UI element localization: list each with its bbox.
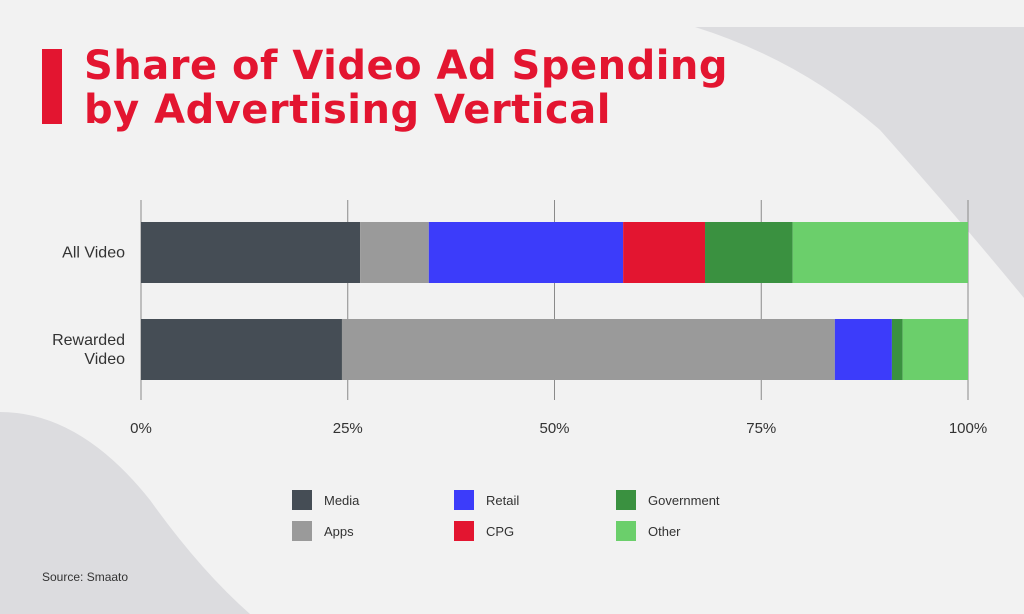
- chart-title-line-2: by Advertising Vertical: [84, 87, 611, 133]
- bar-segment-cpg: [623, 222, 706, 283]
- legend-swatch: [292, 521, 312, 541]
- legend-label: Other: [648, 523, 681, 539]
- bar-segment-government: [705, 222, 793, 283]
- bar-segment-apps: [341, 319, 835, 380]
- legend-swatch: [454, 490, 474, 510]
- legend-item-government: Government: [616, 490, 720, 510]
- legend-swatch: [616, 521, 636, 541]
- tick-label: 25%: [333, 420, 363, 437]
- legend-swatch: [454, 521, 474, 541]
- legend-swatch: [292, 490, 312, 510]
- chart-title: Share of Video Ad Spending by Advertisin…: [84, 44, 728, 132]
- tick-label: 0%: [130, 420, 152, 437]
- tick-label: 75%: [746, 420, 776, 437]
- bar-segment-other: [792, 222, 968, 283]
- bar-segment-other: [902, 319, 968, 380]
- legend-item-retail: Retail: [454, 490, 519, 510]
- bar-segment-retail: [834, 319, 892, 380]
- category-label: All Video: [62, 245, 125, 262]
- tick-label: 50%: [539, 420, 569, 437]
- legend: Media Apps Retail CPG Government Other: [292, 490, 772, 550]
- category-label: Video: [84, 351, 125, 368]
- bar-segment-government: [891, 319, 903, 380]
- legend-label: Media: [324, 492, 360, 508]
- chart-title-line-1: Share of Video Ad Spending: [84, 43, 729, 89]
- legend-item-apps: Apps: [292, 521, 354, 541]
- legend-item-other: Other: [616, 521, 681, 541]
- legend-label: Government: [648, 492, 720, 508]
- bar-segment-media: [141, 319, 342, 380]
- tick-label: 100%: [949, 420, 987, 437]
- bar-segment-media: [141, 222, 361, 283]
- legend-item-cpg: CPG: [454, 521, 514, 541]
- legend-label: Retail: [486, 492, 520, 508]
- title-accent-bar: [42, 49, 62, 124]
- bars: [141, 222, 968, 380]
- source-note: Source: Smaato: [42, 570, 129, 584]
- legend-swatch: [616, 490, 636, 510]
- tick-labels: 0% 25% 50% 75% 100%: [130, 420, 987, 437]
- legend-label: Apps: [324, 523, 354, 539]
- bar-segment-retail: [428, 222, 624, 283]
- category-label: Rewarded: [52, 332, 125, 349]
- category-labels: All Video Rewarded Video: [52, 245, 125, 369]
- bar-segment-apps: [360, 222, 429, 283]
- legend-label: CPG: [486, 523, 515, 539]
- legend-item-media: Media: [292, 490, 359, 510]
